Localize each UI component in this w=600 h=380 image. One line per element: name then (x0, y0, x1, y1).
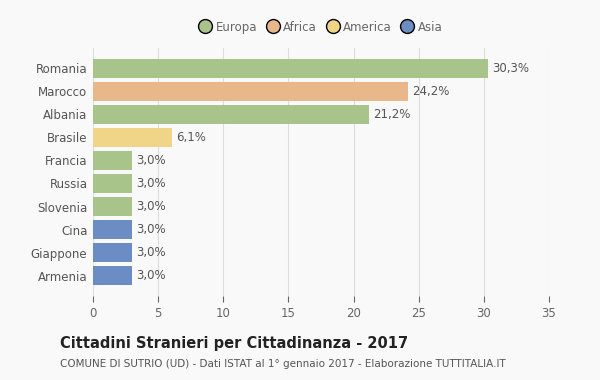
Bar (93, 105, 369, 124)
Text: 3,0%: 3,0% (136, 200, 166, 213)
Legend: Europa, Africa, America, Asia: Europa, Africa, America, Asia (197, 19, 445, 36)
Text: 6,1%: 6,1% (176, 131, 206, 144)
Text: 24,2%: 24,2% (412, 85, 449, 98)
Bar (93, 174, 132, 193)
Bar (93, 128, 172, 147)
Text: 3,0%: 3,0% (136, 223, 166, 236)
Bar (93, 151, 132, 170)
Bar (93, 243, 132, 262)
Text: 3,0%: 3,0% (136, 154, 166, 167)
Bar (93, 266, 132, 285)
Text: 3,0%: 3,0% (136, 246, 166, 259)
Text: 3,0%: 3,0% (136, 269, 166, 282)
Text: 3,0%: 3,0% (136, 177, 166, 190)
Text: COMUNE DI SUTRIO (UD) - Dati ISTAT al 1° gennaio 2017 - Elaborazione TUTTITALIA.: COMUNE DI SUTRIO (UD) - Dati ISTAT al 1°… (60, 359, 506, 369)
Bar (93, 82, 408, 101)
Text: 21,2%: 21,2% (373, 108, 410, 121)
Text: Cittadini Stranieri per Cittadinanza - 2017: Cittadini Stranieri per Cittadinanza - 2… (60, 336, 408, 351)
Bar (93, 59, 488, 78)
Bar (93, 197, 132, 216)
Bar (93, 220, 132, 239)
Text: 30,3%: 30,3% (491, 62, 529, 75)
